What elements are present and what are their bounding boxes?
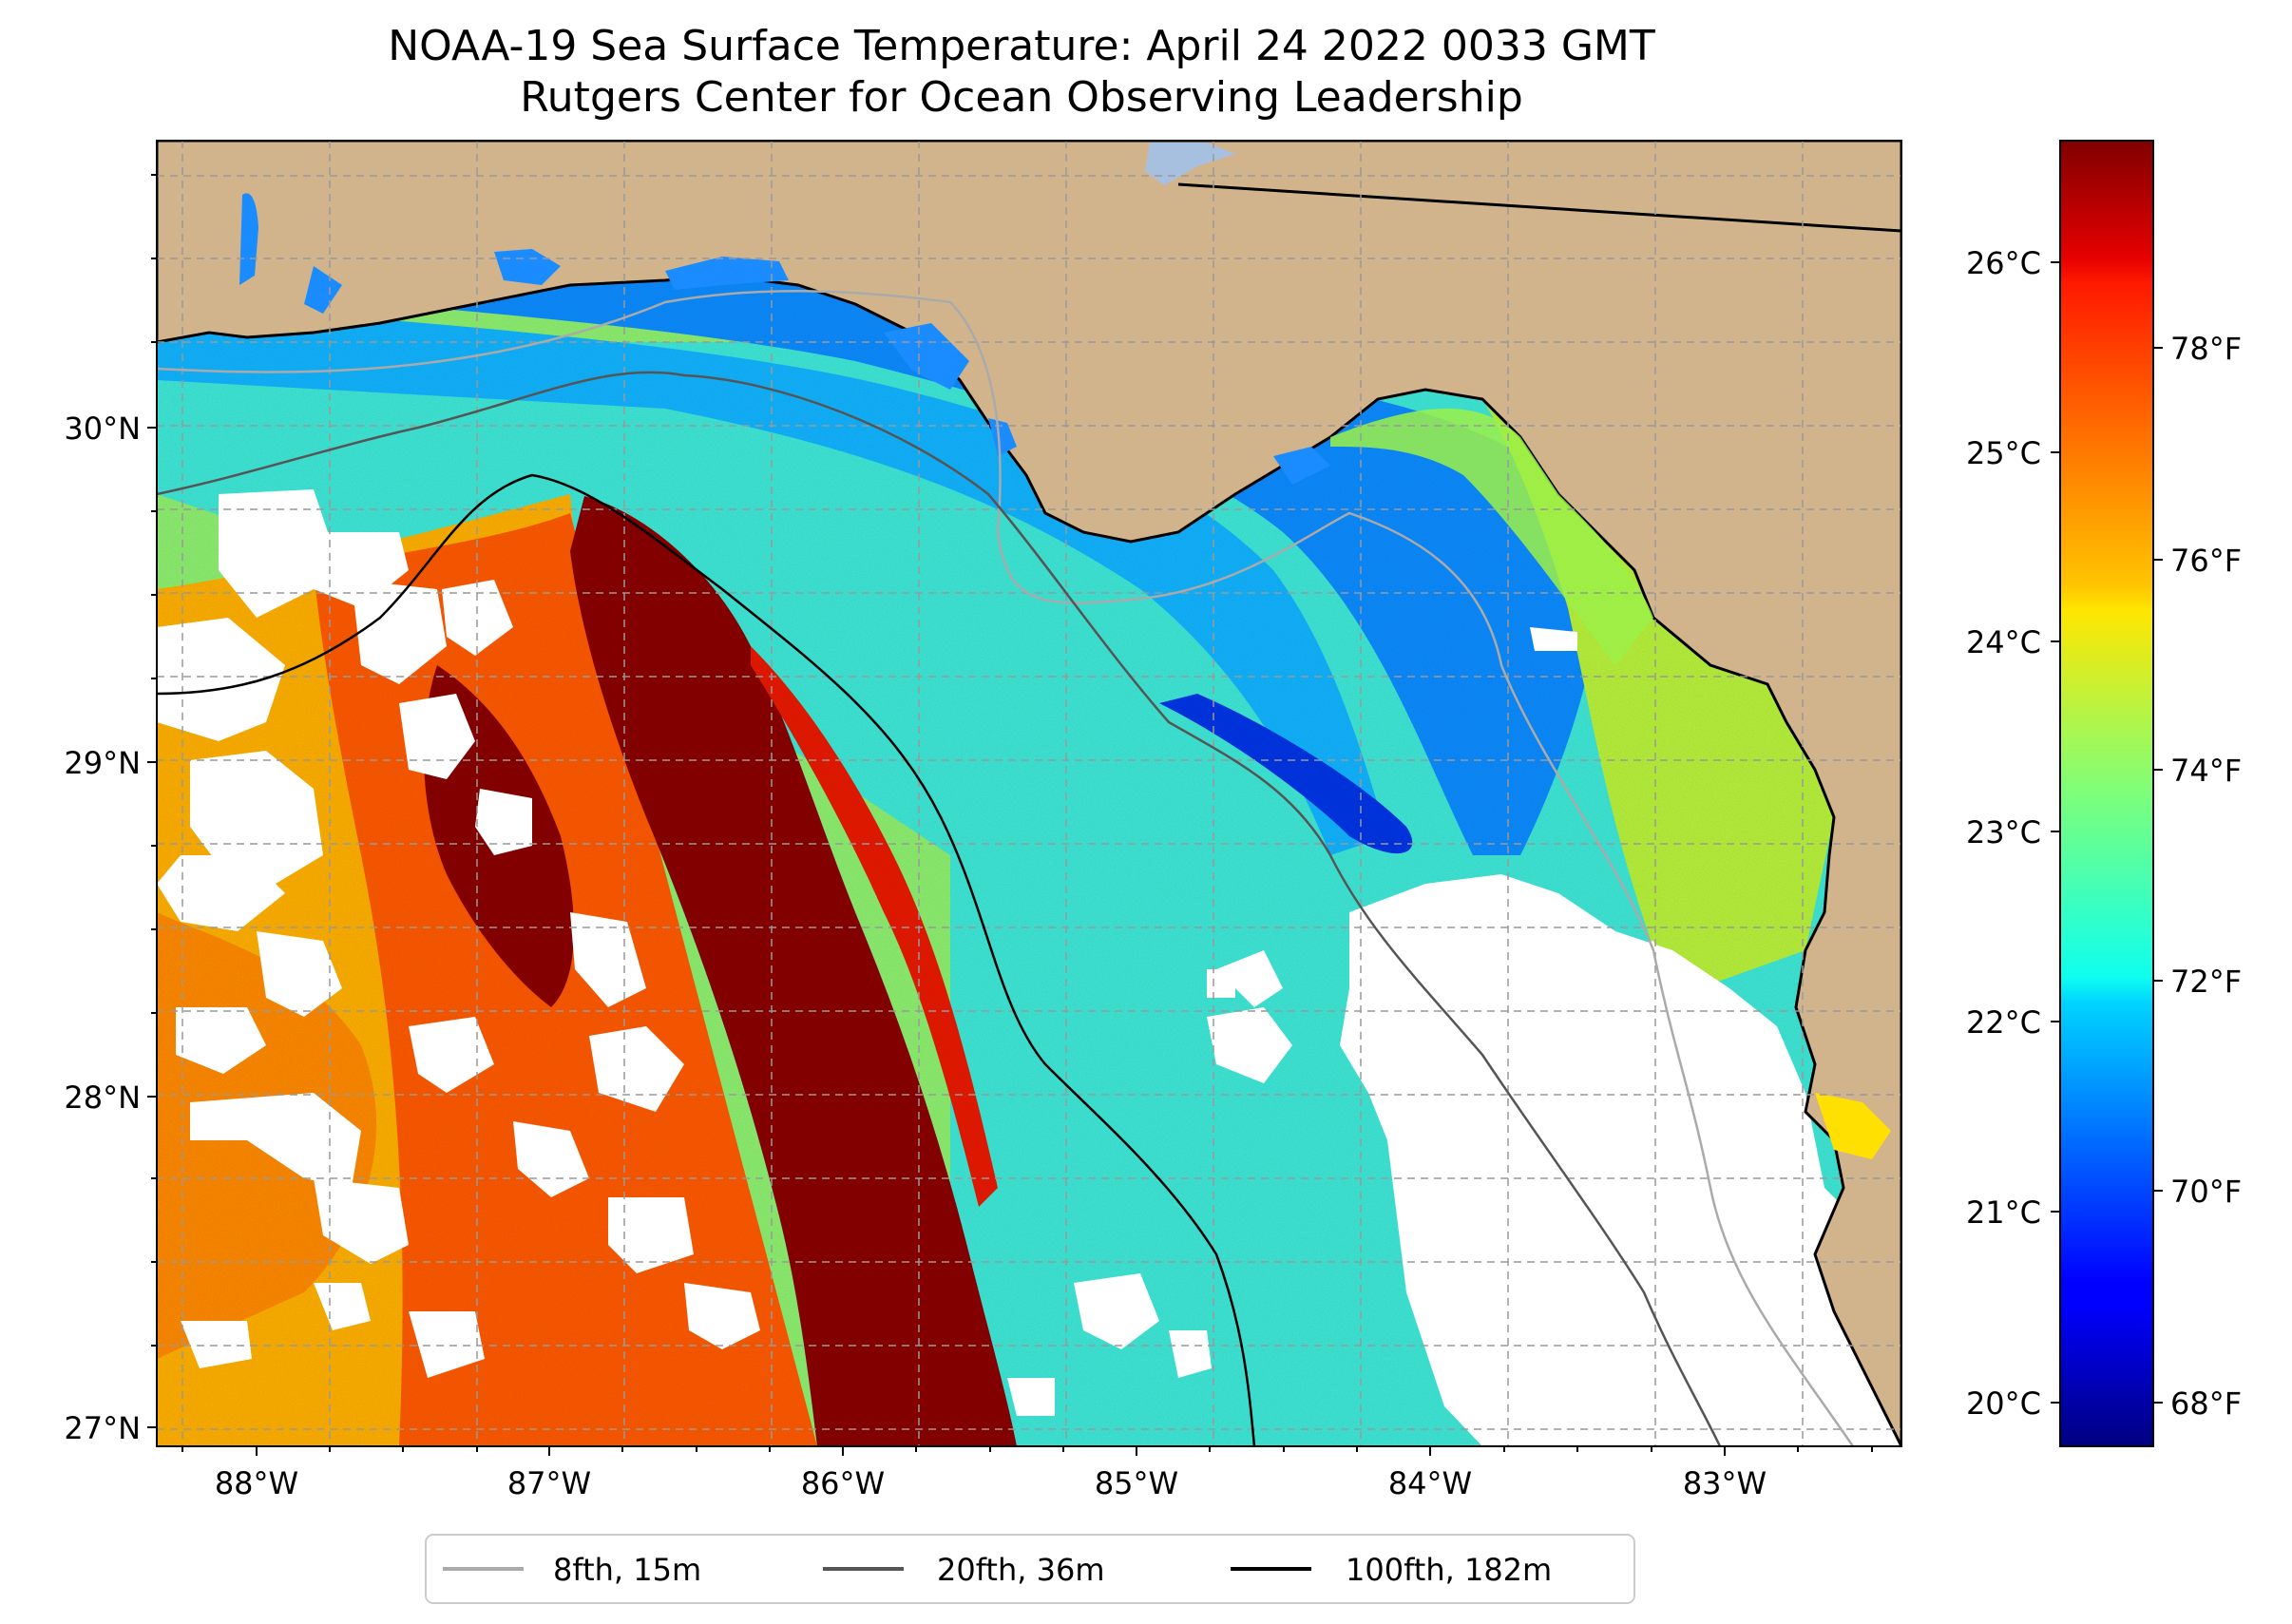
colorbar [2059, 140, 2154, 1447]
title-line-1: NOAA-19 Sea Surface Temperature: April 2… [388, 22, 1655, 70]
lat-labels: 30°N 29°N 28°N 27°N [64, 411, 141, 1446]
celsius-label-26: 26°C [1966, 245, 2041, 281]
bigbend-shelf [1330, 409, 1653, 665]
lon-label-88w: 88°W [215, 1465, 298, 1501]
celsius-label-24: 24°C [1966, 624, 2041, 660]
fahrenheit-label-70: 70°F [2170, 1174, 2242, 1210]
celsius-label-25: 25°C [1966, 435, 2041, 471]
map-frame [156, 140, 1902, 1447]
fahrenheit-label-76: 76°F [2170, 543, 2242, 579]
tampa-bay [1815, 1093, 1891, 1159]
graticule [157, 141, 1901, 1446]
lat-label-27n: 27°N [64, 1410, 141, 1446]
legend-box [425, 1534, 1635, 1604]
lat-label-29n: 29°N [64, 745, 141, 781]
lon-labels: 88°W 87°W 86°W 85°W 84°W 83°W [215, 1465, 1767, 1501]
colorbar-ticks [2051, 261, 2163, 1404]
celsius-label-21: 21°C [1966, 1194, 2041, 1231]
legend-label-36m: 20fth, 36m [937, 1552, 1104, 1588]
celsius-label-23: 23°C [1966, 814, 2041, 850]
lon-label-85w: 85°W [1095, 1465, 1178, 1501]
lat-label-28n: 28°N [64, 1079, 141, 1116]
lon-label-84w: 84°W [1388, 1465, 1472, 1501]
map-panel [157, 141, 1901, 1446]
celsius-label-22: 22°C [1966, 1004, 2041, 1041]
title-line-2: Rutgers Center for Ocean Observing Leade… [520, 73, 1523, 122]
isobath-36m [157, 371, 1722, 1446]
lat-ticks [147, 174, 157, 1428]
fahrenheit-labels: 78°F 76°F 74°F 72°F 70°F 68°F [2170, 331, 2242, 1422]
lon-ticks [181, 1446, 1873, 1456]
lon-label-86w: 86°W [801, 1465, 885, 1501]
cloud-mask [157, 489, 1901, 1446]
state-border [1177, 182, 1901, 233]
lake [1145, 143, 1235, 185]
fahrenheit-label-78: 78°F [2170, 331, 2242, 367]
legend-label-182m: 100fth, 182m [1346, 1552, 1552, 1588]
estuaries [239, 193, 1330, 485]
isobath-182m [157, 473, 1256, 1446]
isobath-15m [157, 290, 1855, 1446]
lon-label-83w: 83°W [1683, 1465, 1767, 1501]
lat-label-30n: 30°N [64, 411, 141, 447]
legend-label-15m: 8fth, 15m [553, 1552, 701, 1588]
celsius-label-20: 20°C [1966, 1385, 2041, 1422]
fahrenheit-label-68: 68°F [2170, 1385, 2242, 1422]
celsius-labels: 26°C 25°C 24°C 23°C 22°C 21°C 20°C [1966, 245, 2041, 1422]
legend: 8fth, 15m 20fth, 36m 100fth, 182m [425, 1534, 1635, 1604]
lon-label-87w: 87°W [507, 1465, 591, 1501]
fahrenheit-label-74: 74°F [2170, 753, 2242, 789]
chart-title: NOAA-19 Sea Surface Temperature: April 2… [157, 21, 1886, 124]
fahrenheit-label-72: 72°F [2170, 964, 2242, 1000]
